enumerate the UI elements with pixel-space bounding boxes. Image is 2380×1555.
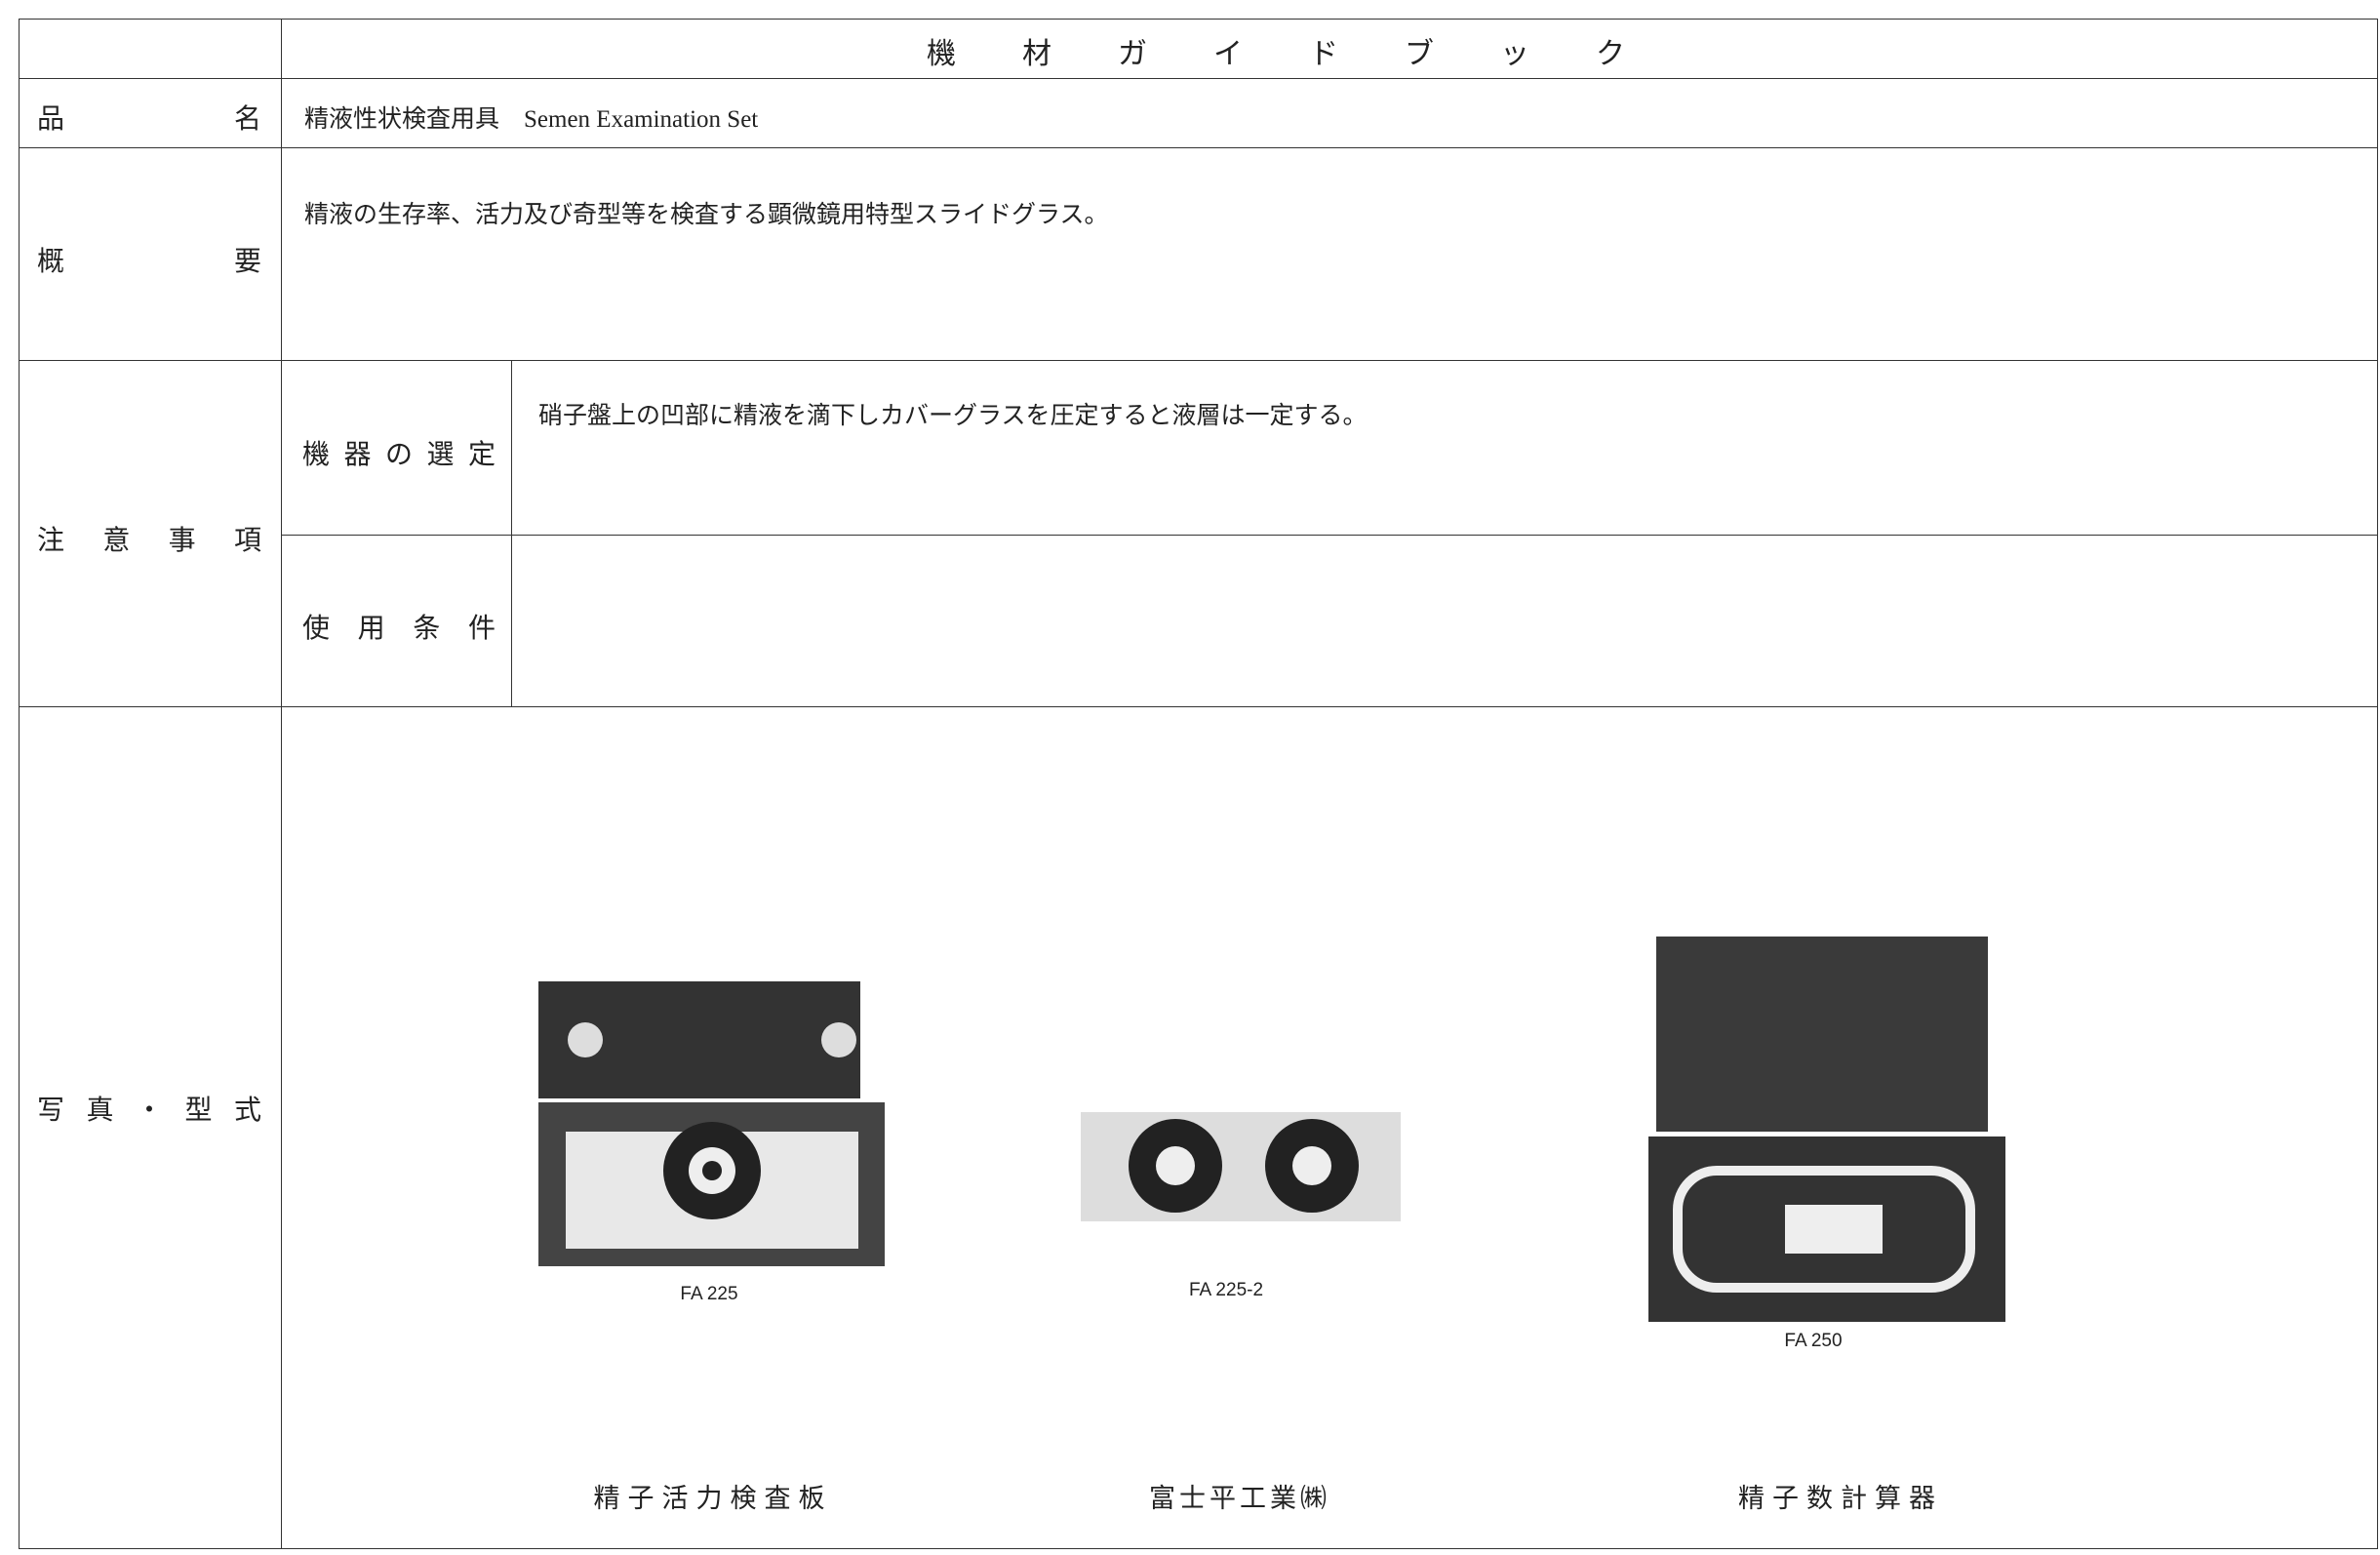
photo-fa250: [1648, 937, 2005, 1322]
title: 機材ガイドブック: [927, 38, 1691, 70]
column-divider: [19, 19, 282, 1549]
model: FA 250: [1784, 1331, 1843, 1351]
photo-fa225: [538, 981, 885, 1266]
caption: 精子活力検査板: [593, 1484, 833, 1513]
row-line: [281, 535, 2378, 536]
photo-fa225-2: [1081, 1112, 1401, 1221]
label: 品名: [37, 104, 261, 135]
label: 使用条件: [302, 614, 496, 644]
manufacturer: 富士平工業㈱: [1149, 1484, 1330, 1513]
model: FA 225-2: [1188, 1280, 1264, 1300]
caption: 精子数計算器: [1738, 1484, 1943, 1513]
value: 精液の生存率、活力及び奇型等を検査する顕微鏡用特型スライドグラス。: [304, 202, 1109, 228]
label: 注意事項: [37, 526, 261, 556]
form-border: [19, 19, 2378, 1549]
row-lines: [19, 78, 2378, 148]
label: 機器の選定: [302, 440, 496, 470]
label: 概要: [37, 247, 261, 277]
column-divider: [511, 360, 512, 707]
label: 写真・型式: [37, 1096, 261, 1126]
value: 精液性状検査用具 Semen Examination Set: [304, 106, 759, 133]
model: FA 225: [680, 1284, 738, 1304]
value: 硝子盤上の凹部に精液を滴下しカバーグラスを圧定すると液層は一定する。: [538, 403, 1368, 429]
row-lines: [19, 360, 2378, 707]
